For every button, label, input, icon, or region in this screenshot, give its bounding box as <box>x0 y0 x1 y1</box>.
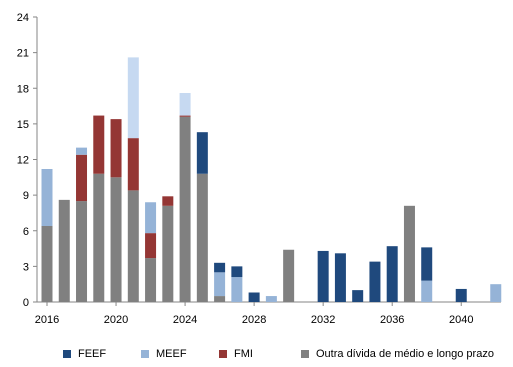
bar-segment <box>196 132 208 174</box>
bar-segment <box>145 258 157 302</box>
legend-swatch-fmi <box>219 350 227 358</box>
bar-segment <box>179 116 191 302</box>
legend-swatch-outra <box>301 350 309 358</box>
y-tick-label: 9 <box>23 190 29 202</box>
bar-segment <box>421 280 433 302</box>
bar-segment <box>93 115 105 174</box>
bar-segment <box>214 296 226 302</box>
bar-segment <box>231 266 243 278</box>
bar-segment <box>369 261 381 302</box>
bar-segment <box>162 205 174 302</box>
bar-segment <box>58 199 70 302</box>
x-tick-label: 2040 <box>449 314 473 326</box>
x-tick-label: 2024 <box>173 314 197 326</box>
x-tick-label: 2020 <box>104 314 128 326</box>
bar-segment <box>127 190 139 302</box>
bar-segment <box>41 226 53 302</box>
bar-segment <box>455 288 467 302</box>
bar-segment <box>179 115 191 117</box>
y-tick-label: 15 <box>17 119 29 131</box>
y-tick-label: 6 <box>23 226 29 238</box>
x-tick-label: 2036 <box>380 314 404 326</box>
bar-segment <box>334 253 346 302</box>
bar-segment <box>127 138 139 191</box>
bar-segment <box>421 247 433 281</box>
bar-segment <box>248 292 260 302</box>
bar-segment <box>196 173 208 302</box>
bar-segment <box>110 119 122 178</box>
y-tick-label: 12 <box>17 155 29 167</box>
bar-segment <box>403 205 415 302</box>
x-tick-label: 2028 <box>242 314 266 326</box>
legend-label-outra: Outra dívida de médio e longo prazo <box>316 348 494 360</box>
legend-swatch-meef <box>141 350 149 358</box>
bar-segment <box>214 272 226 297</box>
x-tick-label: 2016 <box>35 314 59 326</box>
bar-segment <box>76 154 88 202</box>
bar-segment <box>214 262 226 273</box>
bar-segment <box>110 177 122 302</box>
bar-segment <box>179 93 191 116</box>
y-tick-label: 3 <box>23 261 29 273</box>
y-tick-label: 24 <box>17 12 29 24</box>
chart-bars <box>41 57 502 302</box>
bar-segment <box>352 290 364 302</box>
bar-segment <box>231 277 243 302</box>
bar-segment <box>41 169 53 226</box>
chart-tick-labels: 0 3 6 9 12 15 18 21 24 2016 2020 2024 2028 2032 2036 20… <box>17 12 474 326</box>
bar-segment <box>145 233 157 259</box>
bar-segment <box>317 250 329 302</box>
x-tick-label: 2032 <box>311 314 335 326</box>
bar-segment <box>265 296 277 302</box>
legend-item-meef: MEEF <box>141 348 187 360</box>
bar-segment <box>490 284 502 302</box>
bar-segment <box>145 202 157 234</box>
legend-item-outra: Outra dívida de médio e longo prazo <box>301 348 494 360</box>
bar-segment <box>76 147 88 155</box>
bar-segment <box>283 249 295 302</box>
chart-legend: FEEF MEEF FMI Outra dívida de médio e lo… <box>0 348 513 364</box>
legend-label-fmi: FMI <box>234 348 253 360</box>
y-tick-label: 21 <box>17 48 29 60</box>
legend-item-feef: FEEF <box>63 348 106 360</box>
legend-label-feef: FEEF <box>78 348 107 360</box>
bar-segment <box>93 173 105 302</box>
legend-item-fmi: FMI <box>219 348 253 360</box>
legend-swatch-feef <box>63 350 71 358</box>
y-tick-label: 0 <box>23 297 29 309</box>
bar-segment <box>76 201 88 302</box>
bar-segment <box>127 57 139 139</box>
y-tick-label: 18 <box>17 83 29 95</box>
bar-segment <box>386 246 398 302</box>
bar-segment <box>162 196 174 206</box>
legend-label-meef: MEEF <box>156 348 187 360</box>
